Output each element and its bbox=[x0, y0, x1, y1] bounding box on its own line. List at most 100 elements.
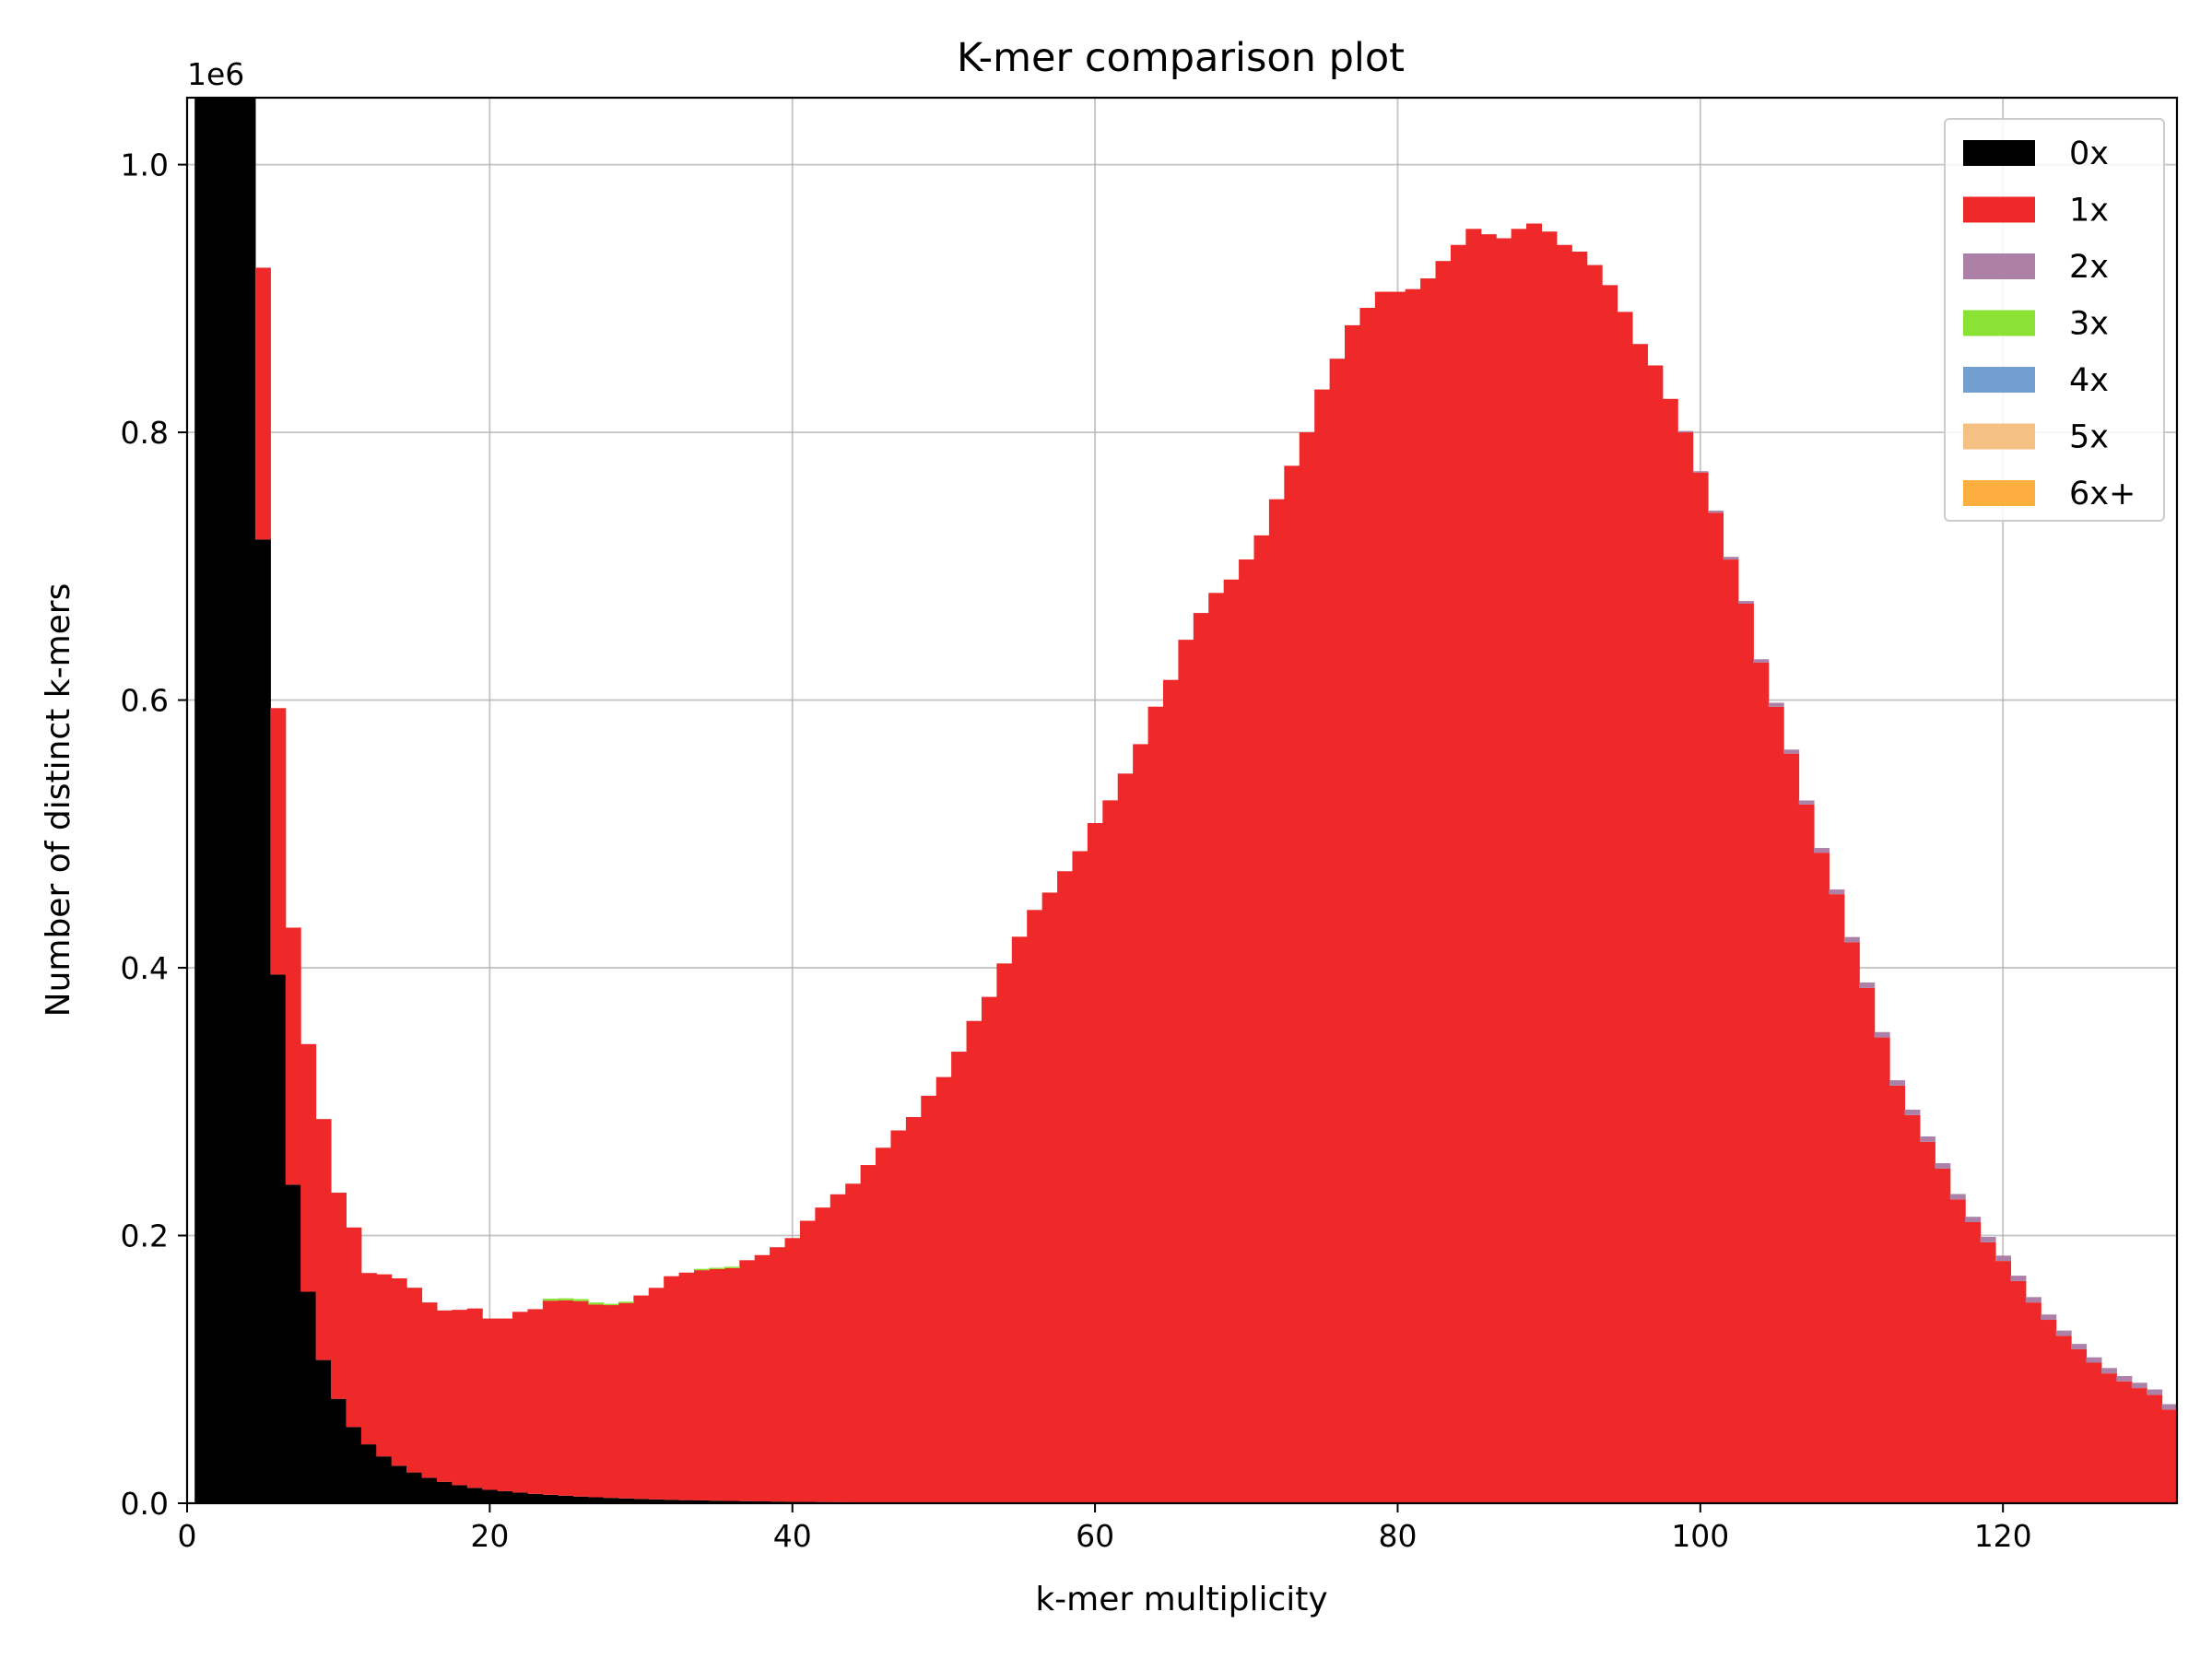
bar-1x-59 bbox=[1072, 851, 1088, 1503]
bar-1x-93 bbox=[1586, 265, 1603, 1503]
bar-1x-34 bbox=[694, 1270, 711, 1500]
y-tick-label: 0.0 bbox=[121, 1486, 169, 1522]
bar-1x-73 bbox=[1284, 465, 1300, 1503]
bar-1x-30 bbox=[633, 1295, 650, 1500]
bar-1x-66 bbox=[1178, 640, 1194, 1503]
legend-label-1x: 1x bbox=[2069, 193, 2109, 229]
bar-0x-28 bbox=[603, 1498, 619, 1503]
bar-2x-123 bbox=[2041, 1314, 2057, 1321]
bar-1x-127 bbox=[2100, 1373, 2117, 1503]
series-0x bbox=[194, 98, 2178, 1504]
bar-1x-116 bbox=[1935, 1168, 1951, 1503]
bar-1x-25 bbox=[558, 1300, 574, 1496]
bar-1x-96 bbox=[1631, 344, 1648, 1503]
bar-1x-56 bbox=[1027, 910, 1043, 1503]
legend: 0x 1x 2x 3x 4x 5x 6x+ bbox=[1944, 118, 2165, 522]
bar-1x-54 bbox=[996, 963, 1013, 1503]
bar-1x-23 bbox=[527, 1309, 544, 1494]
bar-3x-24 bbox=[542, 1299, 559, 1301]
bar-2x-104 bbox=[1753, 659, 1770, 663]
bar-0x-20 bbox=[482, 1489, 499, 1503]
bar-2x-116 bbox=[1935, 1163, 1951, 1169]
bar-1x-24 bbox=[542, 1300, 559, 1495]
bar-0x-4 bbox=[240, 98, 256, 1503]
chart-title: K-mer comparison plot bbox=[957, 35, 1405, 81]
bar-1x-89 bbox=[1526, 223, 1543, 1503]
bar-1x-108 bbox=[1813, 853, 1830, 1503]
bar-1x-15 bbox=[406, 1288, 423, 1473]
bar-1x-101 bbox=[1708, 512, 1724, 1503]
bar-1x-95 bbox=[1617, 312, 1633, 1503]
bar-1x-6 bbox=[270, 708, 287, 975]
plot-area bbox=[185, 96, 2179, 1505]
bar-1x-99 bbox=[1677, 432, 1694, 1503]
bar-2x-126 bbox=[2086, 1357, 2102, 1363]
bar-1x-8 bbox=[300, 1043, 317, 1292]
bar-1x-123 bbox=[2041, 1320, 2057, 1503]
bar-1x-70 bbox=[1239, 559, 1255, 1503]
bar-1x-102 bbox=[1723, 559, 1739, 1503]
bar-0x-24 bbox=[542, 1494, 559, 1503]
bar-2x-100 bbox=[1692, 471, 1709, 473]
bar-0x-2 bbox=[209, 98, 226, 1503]
bar-0x-5 bbox=[254, 539, 271, 1504]
x-axis-ticks: 0 20 40 60 80 100 120 bbox=[178, 1503, 2032, 1554]
y-tick-label: 0.4 bbox=[121, 950, 169, 986]
bar-1x-84 bbox=[1450, 244, 1466, 1503]
bar-1x-52 bbox=[966, 1020, 982, 1503]
bar-1x-92 bbox=[1571, 252, 1588, 1503]
bar-1x-97 bbox=[1647, 365, 1664, 1503]
bar-1x-44 bbox=[845, 1183, 862, 1502]
bar-0x-17 bbox=[436, 1481, 453, 1503]
bar-1x-110 bbox=[1843, 942, 1860, 1503]
bar-2x-117 bbox=[1949, 1194, 1966, 1200]
bar-2x-129 bbox=[2131, 1382, 2147, 1389]
y-tick-label: 1.0 bbox=[121, 147, 169, 183]
bar-1x-40 bbox=[784, 1238, 801, 1502]
bar-1x-5 bbox=[254, 267, 271, 540]
bar-1x-72 bbox=[1268, 499, 1285, 1503]
bar-0x-16 bbox=[421, 1477, 438, 1503]
y-offset-label: 1e6 bbox=[187, 56, 244, 92]
bar-1x-26 bbox=[572, 1300, 589, 1497]
bar-1x-32 bbox=[664, 1276, 680, 1500]
bar-1x-12 bbox=[360, 1273, 377, 1445]
bar-0x-10 bbox=[330, 1398, 347, 1503]
bar-0x-21 bbox=[497, 1490, 513, 1503]
bar-1x-29 bbox=[618, 1302, 634, 1499]
bar-2x-113 bbox=[1889, 1080, 1906, 1086]
bar-1x-129 bbox=[2131, 1388, 2147, 1503]
bar-1x-91 bbox=[1556, 244, 1572, 1503]
bar-1x-38 bbox=[754, 1254, 771, 1501]
bar-3x-26 bbox=[572, 1299, 589, 1301]
bar-1x-37 bbox=[739, 1260, 756, 1501]
bar-0x-12 bbox=[360, 1444, 377, 1503]
plot-frame bbox=[185, 96, 2179, 1505]
bar-1x-45 bbox=[860, 1165, 877, 1503]
bar-1x-65 bbox=[1162, 679, 1179, 1503]
bar-1x-27 bbox=[588, 1304, 605, 1498]
bar-1x-49 bbox=[921, 1095, 937, 1503]
bar-2x-115 bbox=[1919, 1136, 1936, 1142]
bar-2x-110 bbox=[1843, 936, 1860, 943]
bar-1x-18 bbox=[452, 1310, 468, 1486]
bar-1x-122 bbox=[2025, 1302, 2041, 1503]
bar-1x-7 bbox=[285, 927, 301, 1185]
bar-1x-125 bbox=[2071, 1348, 2088, 1503]
bar-3x-34 bbox=[694, 1268, 711, 1271]
bar-1x-87 bbox=[1496, 238, 1512, 1503]
bar-0x-11 bbox=[346, 1427, 362, 1503]
bar-1x-130 bbox=[2147, 1394, 2163, 1503]
bar-1x-106 bbox=[1783, 753, 1800, 1503]
bar-1x-39 bbox=[770, 1247, 786, 1502]
bar-3x-25 bbox=[558, 1298, 574, 1300]
bar-0x-32 bbox=[664, 1500, 680, 1503]
series-1x bbox=[254, 223, 2178, 1503]
bar-1x-60 bbox=[1087, 823, 1103, 1503]
bar-0x-1 bbox=[194, 98, 211, 1503]
bar-2x-122 bbox=[2025, 1297, 2041, 1303]
legend-label-2x: 2x bbox=[2069, 249, 2109, 286]
series-3x bbox=[542, 1266, 740, 1306]
legend-label-0x: 0x bbox=[2069, 135, 2109, 172]
